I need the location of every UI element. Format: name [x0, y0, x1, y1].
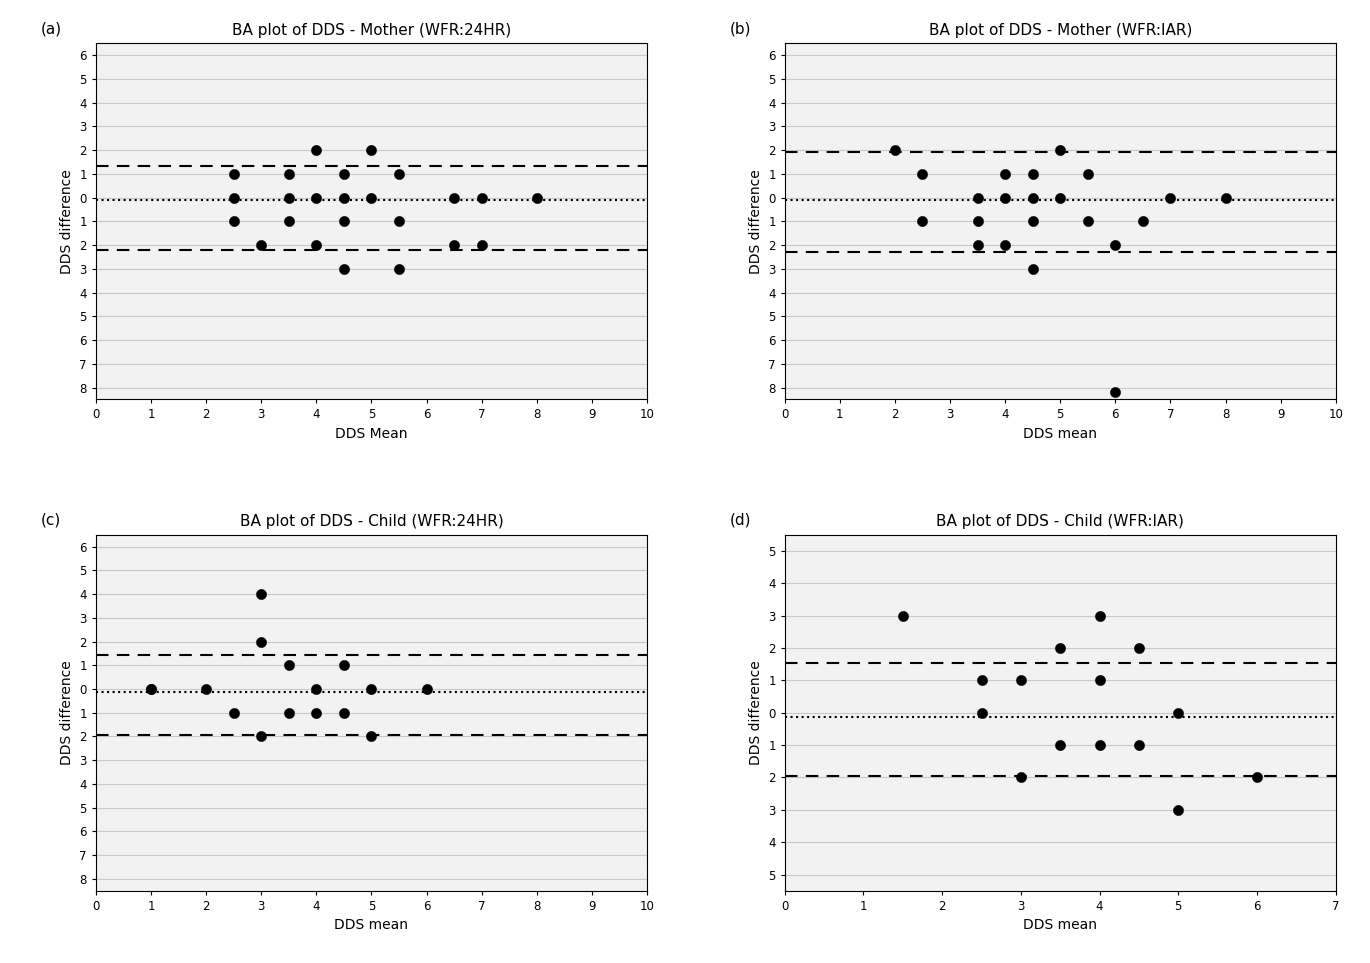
Title: BA plot of DDS - Mother (WFR:IAR): BA plot of DDS - Mother (WFR:IAR) [929, 23, 1192, 38]
Point [1010, 769, 1032, 785]
Point [995, 167, 1017, 182]
Y-axis label: DDS difference: DDS difference [60, 169, 74, 273]
Point [306, 681, 327, 696]
Point [333, 658, 355, 673]
Point [1049, 190, 1071, 205]
Point [892, 608, 914, 623]
Point [388, 261, 410, 276]
Point [140, 681, 162, 696]
Point [333, 190, 355, 205]
Point [970, 705, 992, 720]
X-axis label: DDS mean: DDS mean [334, 919, 408, 932]
Point [223, 167, 245, 182]
Point [1247, 769, 1269, 785]
X-axis label: DDS Mean: DDS Mean [336, 427, 408, 441]
Point [306, 705, 327, 720]
Point [1049, 738, 1071, 753]
Point [1089, 673, 1111, 689]
Point [1167, 705, 1189, 720]
Point [360, 143, 382, 158]
Point [415, 681, 437, 696]
Point [278, 658, 300, 673]
Point [1049, 640, 1071, 656]
Title: BA plot of DDS - Mother (WFR:24HR): BA plot of DDS - Mother (WFR:24HR) [232, 23, 511, 38]
Text: (a): (a) [41, 21, 62, 37]
Point [1022, 214, 1044, 229]
Point [1167, 802, 1189, 818]
Point [995, 190, 1017, 205]
Point [333, 214, 355, 229]
Point [884, 143, 906, 158]
Point [1022, 261, 1044, 276]
Text: (b): (b) [730, 21, 751, 37]
Point [306, 143, 327, 158]
Point [443, 238, 464, 253]
Point [388, 214, 410, 229]
Point [278, 190, 300, 205]
Point [967, 238, 989, 253]
Point [278, 705, 300, 720]
Text: (d): (d) [730, 512, 751, 528]
Point [1104, 384, 1126, 400]
Y-axis label: DDS difference: DDS difference [748, 169, 763, 273]
Point [360, 190, 382, 205]
Point [1010, 673, 1032, 689]
Point [970, 673, 992, 689]
Point [1089, 738, 1111, 753]
Point [140, 681, 162, 696]
Y-axis label: DDS difference: DDS difference [748, 661, 763, 766]
Point [1077, 167, 1099, 182]
Point [1215, 190, 1237, 205]
Point [911, 214, 933, 229]
Point [1022, 190, 1044, 205]
Point [443, 190, 464, 205]
Point [1104, 238, 1126, 253]
Point [1022, 167, 1044, 182]
Point [251, 238, 273, 253]
Point [471, 190, 493, 205]
Point [251, 729, 273, 744]
Point [1049, 143, 1071, 158]
Point [388, 167, 410, 182]
Point [333, 167, 355, 182]
Point [471, 238, 493, 253]
Point [306, 190, 327, 205]
Point [911, 167, 933, 182]
Point [278, 214, 300, 229]
Y-axis label: DDS difference: DDS difference [60, 661, 74, 766]
Point [1132, 214, 1154, 229]
Point [360, 729, 382, 744]
Point [251, 586, 273, 602]
Point [223, 190, 245, 205]
Point [995, 238, 1017, 253]
Point [360, 681, 382, 696]
X-axis label: DDS mean: DDS mean [1023, 427, 1097, 441]
Point [333, 261, 355, 276]
Point [1128, 640, 1149, 656]
Point [967, 214, 989, 229]
Point [1128, 738, 1149, 753]
Point [333, 705, 355, 720]
Point [1077, 214, 1099, 229]
Point [967, 190, 989, 205]
Point [526, 190, 548, 205]
X-axis label: DDS mean: DDS mean [1023, 919, 1097, 932]
Point [1159, 190, 1181, 205]
Point [306, 238, 327, 253]
Point [223, 705, 245, 720]
Point [223, 214, 245, 229]
Text: (c): (c) [41, 512, 62, 528]
Point [195, 681, 216, 696]
Title: BA plot of DDS - Child (WFR:IAR): BA plot of DDS - Child (WFR:IAR) [936, 514, 1184, 530]
Point [1089, 608, 1111, 623]
Point [278, 167, 300, 182]
Title: BA plot of DDS - Child (WFR:24HR): BA plot of DDS - Child (WFR:24HR) [240, 514, 503, 530]
Point [251, 634, 273, 649]
